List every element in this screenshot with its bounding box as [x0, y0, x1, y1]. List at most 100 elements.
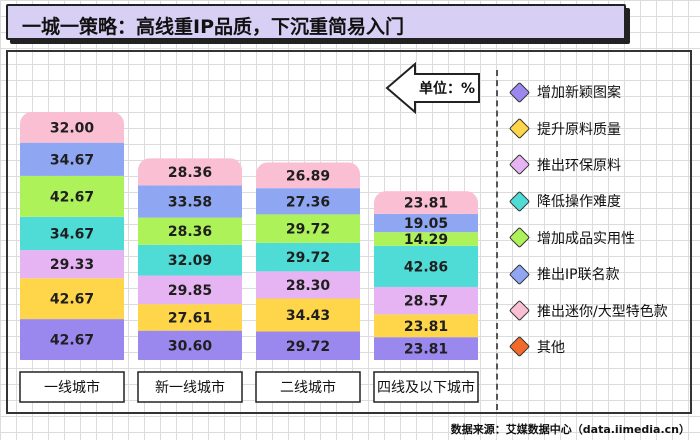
data-label: 28.57 [404, 294, 448, 310]
bar-segment [20, 112, 124, 143]
data-label: 29.72 [286, 250, 330, 266]
legend-item: 推出环保原料 [494, 147, 684, 183]
data-label: 14.29 [404, 232, 448, 248]
legend-swatch-icon [508, 81, 531, 103]
legend-swatch-icon [508, 299, 531, 322]
data-label: 28.36 [168, 224, 212, 240]
category-label: 四线及以下城市 [377, 379, 475, 396]
legend-item: 增加成品实用性 [494, 220, 684, 256]
bar-segment [20, 319, 124, 360]
legend-label: 增加成品实用性 [537, 230, 635, 247]
bar-segment [138, 304, 242, 331]
legend-item: 推出IP联名款 [494, 256, 684, 292]
legend-label: 推出迷你/大型特色款 [537, 303, 668, 320]
legend-swatch-icon [508, 117, 531, 140]
bar-segment [374, 245, 478, 287]
bar-segment [256, 242, 360, 272]
bar-segment [20, 142, 124, 176]
unit-arrow-icon: 单位：% [385, 61, 480, 115]
bar-segment [138, 185, 242, 218]
bar-segment [374, 337, 478, 360]
legend-swatch-icon [508, 227, 531, 249]
legend-label: 推出IP联名款 [537, 267, 620, 284]
bar-group [20, 112, 124, 360]
bar-segment [256, 214, 360, 243]
category-tab [373, 371, 479, 403]
bar-segment [374, 213, 478, 233]
bar-segment [256, 188, 360, 215]
data-label: 42.67 [50, 292, 94, 308]
bar-segment [138, 330, 242, 360]
bar-segment [138, 217, 242, 245]
data-label: 34.67 [50, 152, 94, 168]
bar-segment [256, 162, 360, 189]
chart-frame [6, 50, 692, 414]
bar-segment [256, 298, 360, 332]
legend-item: 推出迷你/大型特色款 [494, 292, 684, 328]
data-label: 26.89 [286, 168, 330, 184]
title-banner: 一城一策略：高线重IP品质，下沉重简易入门 [6, 4, 626, 40]
chart-legend: 增加新颖图案 提升原料质量 推出环保原料 降低操作难度 增加成品实用性 推出IP联名款推出… [494, 74, 684, 365]
data-label: 30.60 [168, 338, 213, 354]
legend-divider [496, 70, 498, 410]
legend-swatch-icon [508, 336, 531, 358]
legend-item: 其他 [494, 329, 684, 365]
data-label: 27.61 [168, 310, 212, 326]
bar-segment [256, 331, 360, 360]
legend-swatch-icon [508, 190, 531, 212]
legend-swatch-icon [508, 263, 531, 285]
data-label: 23.81 [404, 319, 448, 335]
legend-label: 提升原料质量 [537, 121, 621, 138]
data-label: 42.86 [404, 259, 448, 275]
bar-segment [374, 314, 478, 338]
data-label: 19.05 [404, 216, 448, 232]
legend-label: 推出环保原料 [537, 157, 621, 174]
data-label: 32.00 [50, 120, 95, 136]
bar-segment [256, 271, 360, 299]
data-label: 29.72 [286, 222, 330, 238]
data-label: 33.58 [168, 195, 212, 211]
bar-segment [374, 286, 478, 315]
bar-segment [374, 191, 478, 214]
data-label: 23.81 [404, 195, 448, 211]
bar-group [138, 158, 242, 360]
bar-segment [20, 250, 124, 279]
unit-badge: 单位：% [385, 61, 483, 118]
legend-item: 降低操作难度 [494, 183, 684, 219]
data-label: 34.43 [286, 308, 330, 324]
legend-item: 增加新颖图案 [494, 74, 684, 110]
data-label: 32.09 [168, 253, 212, 269]
bar-segment [374, 232, 478, 246]
page-title: 一城一策略：高线重IP品质，下沉重简易入门 [22, 16, 404, 38]
unit-label: 单位：% [419, 80, 475, 97]
source-note: 数据来源：艾媒数据中心（data.iimedia.cn） [450, 423, 690, 436]
bar-segment [20, 278, 124, 320]
data-label: 28.36 [168, 165, 212, 181]
category-tab [137, 371, 243, 403]
data-label: 29.33 [50, 257, 94, 273]
bar-group [256, 162, 360, 360]
legend-label: 增加新颖图案 [537, 85, 621, 102]
category-tab [255, 371, 361, 403]
category-label: 新一线城市 [155, 379, 225, 396]
category-label: 二线城市 [280, 379, 336, 396]
bar-segment [20, 216, 124, 251]
data-label: 42.67 [50, 333, 94, 349]
bar-segment [138, 244, 242, 276]
data-label: 23.81 [404, 342, 448, 358]
data-label: 34.67 [50, 226, 94, 242]
bar-segment [20, 175, 124, 217]
bar-group [374, 191, 478, 360]
legend-label: 降低操作难度 [537, 194, 621, 211]
data-label: 42.67 [50, 189, 94, 205]
data-label: 29.72 [286, 339, 330, 355]
legend-swatch-icon [508, 154, 531, 176]
legend-label: 其他 [537, 339, 565, 356]
bar-segment [138, 158, 242, 186]
category-tab [19, 371, 125, 403]
legend-item: 提升原料质量 [494, 110, 684, 146]
category-label: 一线城市 [44, 379, 100, 396]
data-label: 27.36 [286, 194, 330, 210]
bar-segment [138, 275, 242, 305]
data-label: 28.30 [286, 278, 331, 294]
